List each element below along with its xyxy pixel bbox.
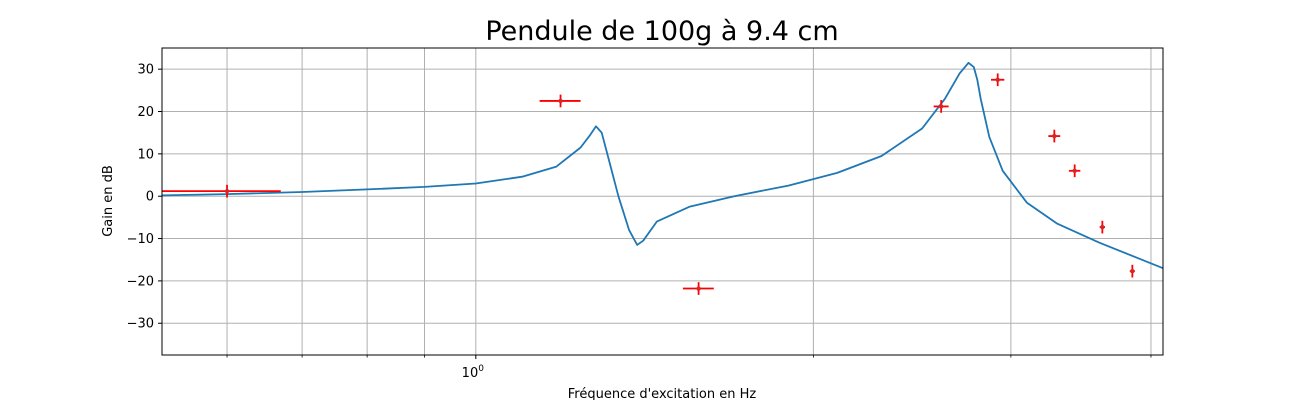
y-tick-label: 20 [137, 105, 154, 120]
x-tick-label: 100 [462, 364, 485, 381]
x-axis-ticks: 100 [226, 355, 1152, 381]
point-marker [696, 286, 701, 291]
y-tick-label: −10 [127, 232, 154, 247]
measurement-point [933, 100, 949, 113]
y-tick-label: 0 [146, 190, 154, 205]
point-marker [558, 98, 563, 104]
measurement-point [1048, 129, 1061, 143]
y-tick-label: 30 [137, 63, 154, 78]
point-marker [938, 104, 944, 109]
point-marker [995, 77, 1000, 82]
model-curve [161, 61, 1164, 270]
point-marker [1130, 268, 1135, 274]
measurement-point [990, 73, 1005, 87]
y-tick-label: 10 [137, 147, 154, 162]
plot-frame [161, 47, 1164, 356]
measurement-point [539, 94, 581, 108]
y-axis-ticks: −30 −20 −10 0 10 20 30 [127, 63, 162, 332]
measurement-point [682, 282, 714, 295]
y-axis-label: Gain en dB [101, 165, 116, 237]
point-marker [224, 188, 230, 194]
series [161, 61, 1164, 295]
y-tick-label: −20 [127, 274, 154, 289]
y-tick-label: −30 [127, 317, 154, 332]
grid [162, 48, 1163, 355]
chart-title: Pendule de 100g à 9.4 cm [485, 16, 838, 47]
measurement-point [1099, 220, 1106, 234]
point-marker [1072, 168, 1077, 173]
point-marker [1100, 224, 1105, 230]
point-marker [1052, 133, 1057, 139]
measurement-point [162, 184, 281, 198]
measurement-point [1129, 264, 1135, 278]
x-axis-label: Fréquence d'excitation en Hz [568, 387, 757, 400]
measurement-point [1068, 164, 1081, 178]
